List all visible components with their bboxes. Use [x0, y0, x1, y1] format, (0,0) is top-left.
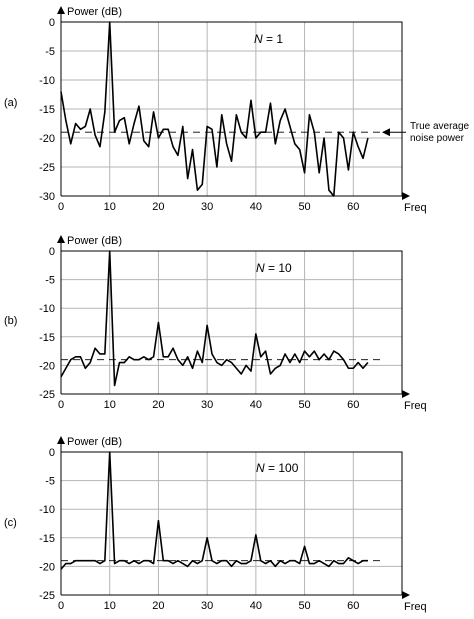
n-label-symbol: N [256, 461, 265, 475]
plot-frame [61, 21, 403, 196]
n-label-symbol: N [256, 261, 265, 275]
x-tick-label: 50 [298, 201, 310, 213]
y-tick-label: -15 [39, 533, 55, 545]
annotation-text: noise power [410, 133, 465, 144]
panel-a: 0 10 20 30 40 50 60 0 -5 -10 -15 -20 -25 -30 Power (dB… [4, 6, 470, 214]
panel-b: 0 10 20 30 40 50 60 0 -5 -10 -15 -20 -25 Power (dB) Fr… [4, 235, 427, 412]
y-axis-title: Power (dB) [67, 436, 122, 448]
y-tick-label: -5 [45, 476, 55, 488]
x-tick-label: 20 [152, 399, 164, 411]
panel-label: (a) [4, 97, 17, 109]
y-tick-label: -15 [39, 332, 55, 344]
x-axis-title: Freq [404, 400, 427, 412]
y-axis-title: Power (dB) [67, 6, 122, 18]
y-tick-label: -20 [39, 360, 55, 372]
y-tick-label: -25 [39, 590, 55, 602]
power-spectrum-series [60, 451, 368, 570]
n-label: N = 1 [254, 32, 283, 46]
x-tick-label: 50 [298, 399, 310, 411]
x-tick-label: 20 [152, 201, 164, 213]
y-tick-label: -10 [39, 303, 55, 315]
x-axis-title: Freq [404, 601, 427, 613]
y-tick-label: -15 [39, 104, 55, 116]
x-tick-label: 50 [298, 600, 310, 612]
n-label-value: = 10 [265, 261, 292, 275]
x-tick-label: 0 [58, 399, 64, 411]
x-tick-label: 30 [201, 399, 213, 411]
x-tick-label: 30 [201, 201, 213, 213]
plot-frame [61, 451, 403, 595]
power-spectrum-series [60, 21, 369, 197]
plot-frame [61, 250, 403, 394]
x-tick-label: 30 [201, 600, 213, 612]
y-tick-label: -25 [39, 389, 55, 401]
x-tick-label: 0 [58, 600, 64, 612]
panel-label: (b) [4, 315, 17, 327]
x-tick-label: 20 [152, 600, 164, 612]
x-tick-label: 40 [250, 201, 262, 213]
x-tick-label: 60 [347, 399, 359, 411]
y-tick-label: 0 [49, 246, 55, 258]
y-tick-label: -10 [39, 504, 55, 516]
x-tick-label: 0 [58, 201, 64, 213]
x-tick-label: 10 [104, 399, 116, 411]
x-tick-label: 10 [104, 600, 116, 612]
y-tick-label: -5 [45, 275, 55, 287]
y-tick-label: -20 [39, 133, 55, 145]
y-tick-label: -25 [39, 162, 55, 174]
n-label-symbol: N [254, 32, 263, 46]
x-tick-label: 60 [347, 600, 359, 612]
panel-label: (c) [4, 517, 17, 529]
y-tick-label: 0 [49, 17, 55, 29]
x-tick-label: 40 [250, 399, 262, 411]
n-label-value: = 1 [263, 32, 284, 46]
x-tick-label: 10 [104, 201, 116, 213]
power-spectrum-series [60, 250, 369, 387]
annotation-text: True average [410, 121, 470, 132]
y-tick-label: 0 [49, 447, 55, 459]
y-tick-label: -10 [39, 75, 55, 87]
y-tick-label: -5 [45, 46, 55, 58]
n-label: N = 100 [256, 461, 299, 475]
y-axis-title: Power (dB) [67, 235, 122, 247]
x-tick-label: 40 [250, 600, 262, 612]
x-tick-label: 60 [347, 201, 359, 213]
panel-c: 0 10 20 30 40 50 60 0 -5 -10 -15 -20 -25 Power (dB) Fr… [4, 436, 427, 613]
n-label: N = 10 [256, 261, 292, 275]
y-tick-label: -20 [39, 561, 55, 573]
y-tick-label: -30 [39, 191, 55, 203]
n-label-value: = 100 [265, 461, 299, 475]
x-axis-title: Freq [404, 202, 427, 214]
